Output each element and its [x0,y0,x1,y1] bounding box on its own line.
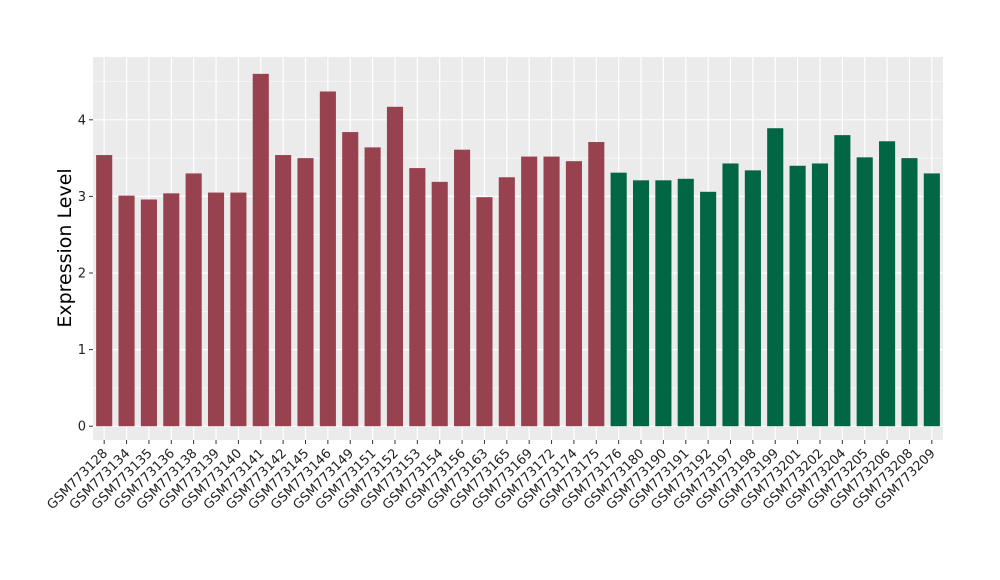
bar-GSM773154 [431,181,448,427]
bar-GSM773165 [498,177,515,427]
bar-GSM773169 [521,156,538,427]
bar-GSM773146 [319,91,336,427]
bar-GSM773204 [834,135,851,427]
y-tick-label: 2 [78,267,86,282]
bar-GSM773205 [856,157,873,427]
y-tick-label: 1 [78,343,86,358]
bar-GSM773208 [901,158,918,427]
y-tick-label: 0 [78,420,86,435]
bar-GSM773140 [230,192,247,427]
bar-GSM773199 [767,128,784,427]
bar-GSM773191 [677,178,694,427]
y-tick-label: 3 [78,190,86,205]
bar-GSM773149 [342,132,359,427]
bar-GSM773206 [879,141,896,427]
bar-GSM773163 [476,197,493,427]
bar-GSM773156 [454,149,471,427]
bar-GSM773142 [275,155,292,427]
bar-GSM773192 [700,191,717,427]
bar-GSM773151 [364,147,381,427]
bar-GSM773198 [744,170,761,427]
bar-GSM773153 [409,168,426,427]
bar-GSM773135 [140,199,157,427]
bar-GSM773145 [297,158,314,427]
bar-GSM773202 [811,163,829,427]
bar-GSM773197 [722,163,739,427]
y-axis: 0 1 2 3 4 [78,113,93,435]
bar-GSM773152 [386,106,404,427]
bar-GSM773134 [118,195,135,427]
bar-GSM773136 [163,193,180,427]
bar-GSM773190 [655,180,672,427]
y-tick-label: 4 [78,113,86,128]
y-axis-title: Expression Level [54,168,76,327]
bar-GSM773141 [252,73,269,427]
bar-GSM773138 [185,173,202,427]
bar-GSM773139 [207,192,225,427]
bar-GSM773172 [543,156,560,427]
bar-GSM773201 [789,165,806,427]
bar-GSM773175 [588,142,605,427]
bar-GSM773180 [632,180,650,427]
x-axis: GSM773128GSM773134GSM773135GSM773136GSM7… [44,440,939,513]
bar-GSM773176 [610,172,627,427]
bar-GSM773209 [923,173,940,427]
bar-GSM773174 [565,161,582,427]
bar-GSM773128 [96,155,113,427]
bars [96,73,940,427]
